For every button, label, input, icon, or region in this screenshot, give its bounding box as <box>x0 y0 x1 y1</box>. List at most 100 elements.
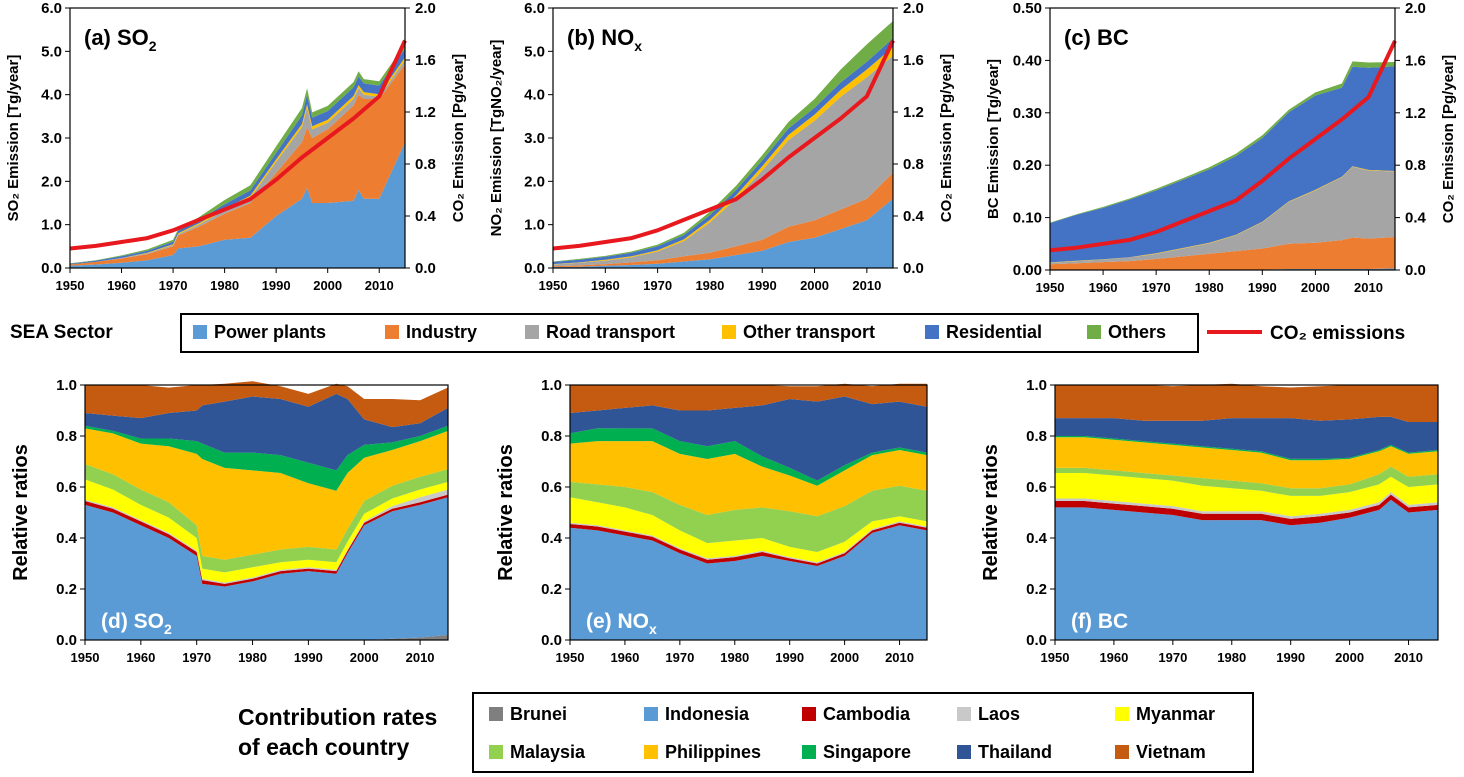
y2-tick-label: 0.4 <box>1405 210 1427 227</box>
y2-tick-label: 0.0 <box>415 260 436 277</box>
x-tick-label: 1970 <box>1142 280 1171 295</box>
legend-swatch-philippines <box>644 745 658 759</box>
legend-label-residential: Residential <box>946 322 1042 342</box>
y-tick-label: 0.2 <box>541 581 562 598</box>
x-tick-label: 2000 <box>830 650 859 665</box>
y-tick-label: 2.0 <box>41 173 62 190</box>
y-tick-label: 0.8 <box>56 428 77 445</box>
co2-line <box>69 39 407 251</box>
x-tick-label: 1960 <box>591 278 620 293</box>
y-tick-label: 0.10 <box>1013 210 1042 227</box>
y2-axis-label: CO₂ Emission [Pg/year] <box>938 54 955 222</box>
y2-tick-label: 1.6 <box>903 52 924 69</box>
x-tick-label: 1990 <box>262 278 291 293</box>
y-tick-label: 0.50 <box>1013 0 1042 17</box>
y-tick-label: 3.0 <box>41 130 62 147</box>
area-singapore <box>1055 436 1438 461</box>
x-tick-label: 2000 <box>1335 650 1364 665</box>
area-philippines <box>570 441 927 517</box>
x-tick-label: 1950 <box>539 278 568 293</box>
x-tick-label: 2010 <box>885 650 914 665</box>
country-legend-title-line1: Contribution rates <box>238 704 437 730</box>
x-tick-label: 2000 <box>350 650 379 665</box>
chart-f: 1950 1960 1970 1980 1990 2000 2010 0.0 0.2 0.4 0.6… <box>980 377 1439 665</box>
y-axis-label: Relative ratios <box>980 444 1002 581</box>
x-tick-label: 2010 <box>406 650 435 665</box>
legend-swatch-malaysia <box>489 745 503 759</box>
y-tick-label: 0.6 <box>56 479 77 496</box>
area-road-transport <box>1050 166 1395 265</box>
area-vietnam <box>570 383 927 413</box>
legend-label-thailand: Thailand <box>978 742 1052 762</box>
y2-tick-label: 1.6 <box>1405 52 1426 69</box>
x-tick-label: 1970 <box>665 650 694 665</box>
y2-tick-label: 1.6 <box>415 52 436 69</box>
area-industry <box>70 64 405 266</box>
area-philippines <box>1055 437 1438 489</box>
y-tick-label: 1.0 <box>1026 377 1047 394</box>
y-tick-label: 1.0 <box>56 377 77 394</box>
y-tick-label: 0.6 <box>1026 479 1047 496</box>
area-laos <box>1055 492 1438 519</box>
y-tick-label: 0.0 <box>541 632 562 649</box>
legend-label-others: Others <box>1108 322 1166 342</box>
x-tick-label: 1960 <box>610 650 639 665</box>
country-legend-title-line2: of each country <box>238 734 409 760</box>
y-tick-label: 2.0 <box>524 173 545 190</box>
area-myanmar <box>570 497 927 563</box>
area-cambodia <box>570 522 927 566</box>
panel-label: (f) BC <box>1071 610 1128 633</box>
x-tick-label: 1960 <box>107 278 136 293</box>
x-tick-label: 1990 <box>1276 650 1305 665</box>
y2-tick-label: 0.0 <box>1405 262 1426 279</box>
legend-swatch-cambodia <box>802 707 816 721</box>
plot-frame <box>1054 384 1439 641</box>
chart-b: 1950 1960 1970 1980 1990 2000 2010 0.0 1.0 2.0 3.0… <box>488 0 955 293</box>
x-tick-label: 1990 <box>1248 280 1277 295</box>
plot-frame <box>1049 7 1396 271</box>
area-myanmar <box>1055 473 1438 517</box>
area-indonesia <box>1055 499 1438 640</box>
chart-d: 1950 1960 1970 1980 1990 2000 2010 0.0 0.2 0.4 0.6… <box>10 377 449 665</box>
area-power-plants <box>70 142 405 268</box>
area-thailand <box>85 393 448 471</box>
y-tick-label: 1.0 <box>541 377 562 394</box>
legend-swatch-industry <box>385 325 399 339</box>
sector-legend: SEA Sector Power plants Industry Road tr… <box>10 313 1405 353</box>
x-tick-label: 2010 <box>852 278 881 293</box>
legend-swatch-road-transport <box>525 325 539 339</box>
area-philippines <box>85 428 448 560</box>
legend-swatch-myanmar <box>1115 707 1129 721</box>
area-power-plants <box>553 198 893 268</box>
x-tick-label: 1960 <box>1089 280 1118 295</box>
y2-tick-label: 0.4 <box>415 208 437 225</box>
y2-tick-label: 0.8 <box>903 156 924 173</box>
x-tick-label: 1950 <box>71 650 100 665</box>
panel-label: (e) NOx <box>586 610 657 637</box>
y2-tick-label: 2.0 <box>415 0 436 17</box>
y-tick-label: 6.0 <box>41 0 62 17</box>
y-axis-label: Relative ratios <box>495 444 517 581</box>
y2-tick-label: 0.8 <box>415 156 436 173</box>
y-tick-label: 5.0 <box>524 43 545 60</box>
y2-tick-label: 1.2 <box>415 104 436 121</box>
legend-label-philippines: Philippines <box>665 742 761 762</box>
area-vietnam <box>85 381 448 428</box>
y2-tick-label: 0.8 <box>1405 157 1426 174</box>
legend-swatch-thailand <box>957 745 971 759</box>
y-tick-label: 4.0 <box>41 87 62 104</box>
y-tick-label: 0.40 <box>1013 52 1042 69</box>
area-singapore <box>570 428 927 486</box>
legend-label-singapore: Singapore <box>823 742 911 762</box>
y2-tick-label: 1.2 <box>1405 105 1426 122</box>
legend-label-indonesia: Indonesia <box>665 704 750 724</box>
y-tick-label: 0.4 <box>541 530 563 547</box>
area-cambodia <box>1055 494 1438 526</box>
x-tick-label: 1970 <box>182 650 211 665</box>
x-tick-label: 1990 <box>294 650 323 665</box>
y2-tick-label: 0.4 <box>903 208 925 225</box>
area-thailand <box>1055 416 1438 459</box>
x-tick-label: 2000 <box>800 278 829 293</box>
y-axis-label: Relative ratios <box>10 444 32 581</box>
y2-tick-label: 2.0 <box>1405 0 1426 17</box>
